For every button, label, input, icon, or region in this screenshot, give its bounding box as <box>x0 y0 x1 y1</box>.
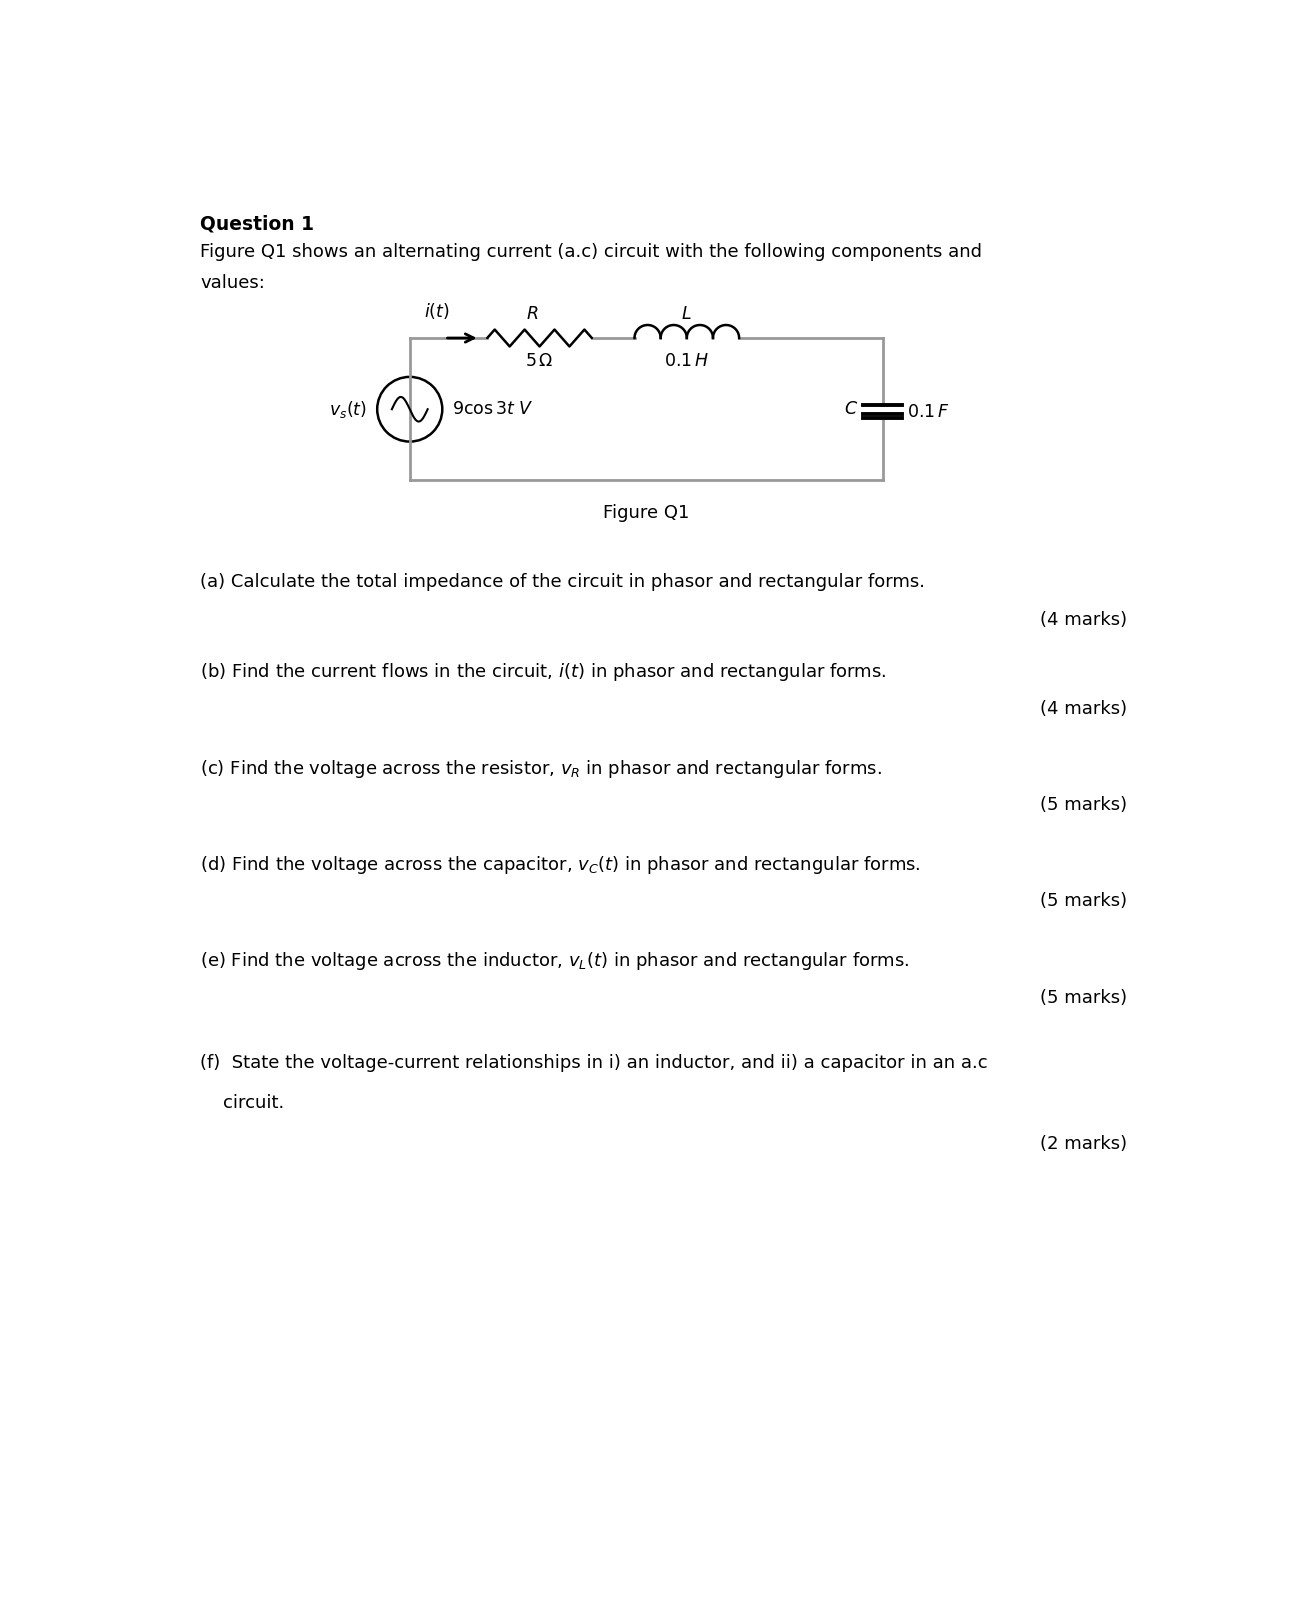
Text: values:: values: <box>201 274 265 292</box>
Text: $i(t)$: $i(t)$ <box>423 302 449 321</box>
Text: $5\,\Omega$: $5\,\Omega$ <box>525 351 554 371</box>
Text: (d) Find the voltage across the capacitor, $v_C(t)$ in phasor and rectangular fo: (d) Find the voltage across the capacito… <box>201 853 921 876</box>
Text: (5 marks): (5 marks) <box>1039 796 1127 815</box>
Text: (2 marks): (2 marks) <box>1039 1136 1127 1153</box>
Text: Figure Q1: Figure Q1 <box>603 504 690 521</box>
Text: (b) Find the current flows in the circuit, $i(t)$ in phasor and rectangular form: (b) Find the current flows in the circui… <box>201 661 888 683</box>
Text: (4 marks): (4 marks) <box>1039 611 1127 629</box>
Text: $R$: $R$ <box>525 305 538 322</box>
Text: (e) Find the voltage across the inductor, $v_L(t)$ in phasor and rectangular for: (e) Find the voltage across the inductor… <box>201 950 910 972</box>
Text: Figure Q1 shows an alternating current (a.c) circuit with the following componen: Figure Q1 shows an alternating current (… <box>201 244 982 261</box>
Text: $v_s(t)$: $v_s(t)$ <box>329 399 367 420</box>
Text: $C$: $C$ <box>844 401 858 419</box>
Text: $9\cos 3t\ V$: $9\cos 3t\ V$ <box>452 401 533 419</box>
Text: (c) Find the voltage across the resistor, $v_R$ in phasor and rectangular forms.: (c) Find the voltage across the resistor… <box>201 757 883 780</box>
Text: circuit.: circuit. <box>201 1094 285 1112</box>
Text: (f)  State the voltage-current relationships in i) an inductor, and ii) a capaci: (f) State the voltage-current relationsh… <box>201 1054 989 1071</box>
Text: $0.1\,F$: $0.1\,F$ <box>907 403 950 420</box>
Text: Question 1: Question 1 <box>201 215 314 234</box>
Text: $L$: $L$ <box>682 305 692 322</box>
Text: (5 marks): (5 marks) <box>1039 892 1127 911</box>
Text: (4 marks): (4 marks) <box>1039 699 1127 719</box>
Text: (5 marks): (5 marks) <box>1039 988 1127 1007</box>
Text: (a) Calculate the total impedance of the circuit in phasor and rectangular forms: (a) Calculate the total impedance of the… <box>201 573 925 590</box>
Text: $0.1\,H$: $0.1\,H$ <box>664 351 709 371</box>
